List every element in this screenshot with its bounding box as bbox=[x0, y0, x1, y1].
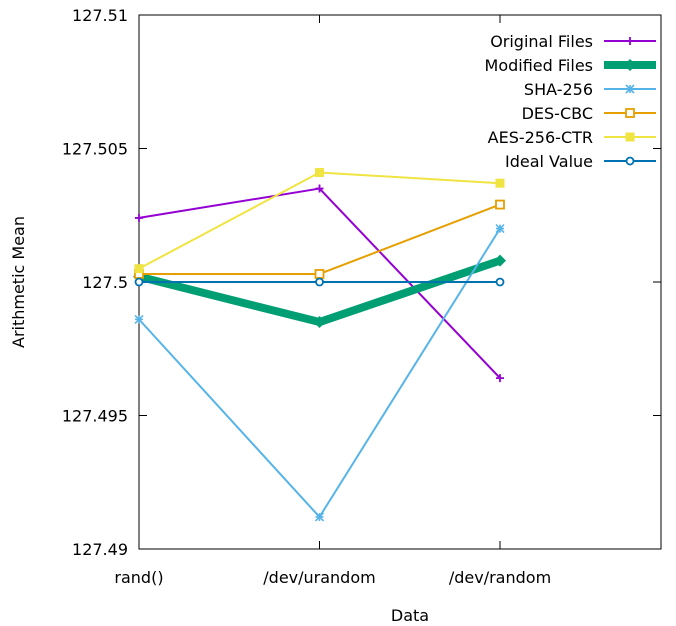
data-point bbox=[495, 178, 505, 188]
data-point bbox=[624, 59, 636, 71]
legend-entry: Original Files bbox=[490, 32, 656, 51]
data-point bbox=[495, 224, 505, 234]
series-original-files bbox=[135, 184, 504, 383]
data-point bbox=[135, 213, 143, 222]
data-point bbox=[625, 108, 635, 118]
data-point bbox=[315, 168, 324, 178]
series-ideal-value bbox=[134, 277, 505, 287]
data-point bbox=[314, 269, 325, 279]
data-point bbox=[496, 374, 504, 383]
data-point bbox=[494, 254, 506, 267]
y-tick-label: 127.505 bbox=[62, 140, 128, 159]
legend-entry: Ideal Value bbox=[505, 152, 656, 171]
data-point bbox=[313, 316, 326, 329]
data-point bbox=[315, 184, 324, 193]
y-tick-label: 127.51 bbox=[72, 6, 128, 25]
data-point bbox=[134, 264, 144, 274]
data-point bbox=[625, 156, 635, 166]
legend-label: Ideal Value bbox=[505, 152, 593, 171]
series-sha-256 bbox=[134, 224, 505, 522]
y-axis-title: Arithmetic Mean bbox=[9, 216, 28, 348]
series-layer bbox=[133, 168, 506, 522]
x-tick-label: rand() bbox=[114, 568, 163, 587]
legend-label: Original Files bbox=[490, 32, 593, 51]
y-tick-label: 127.5 bbox=[82, 273, 128, 292]
x-axis-title: Data bbox=[391, 606, 429, 625]
data-point bbox=[625, 84, 635, 94]
legend: Original Files Modified Files SHA-256 DES-C… bbox=[485, 32, 656, 171]
axis-ticks: 127.49 127.495 127.5 127.505 127.51 rand() /de… bbox=[62, 6, 661, 587]
legend-label: AES-256-CTR bbox=[488, 128, 593, 147]
y-tick-label: 127.49 bbox=[72, 540, 128, 559]
legend-label: Modified Files bbox=[485, 56, 593, 75]
x-tick-label: /dev/random bbox=[449, 568, 551, 587]
series-aes-256-ctr bbox=[134, 168, 505, 274]
data-point bbox=[626, 37, 634, 45]
data-point bbox=[134, 314, 144, 324]
legend-entry: AES-256-CTR bbox=[488, 128, 656, 147]
legend-entry: Modified Files bbox=[485, 56, 656, 75]
x-tick-label: /dev/urandom bbox=[263, 568, 375, 587]
series-des-cbc bbox=[134, 199, 505, 279]
data-point bbox=[315, 277, 324, 287]
data-point bbox=[625, 132, 635, 142]
data-point bbox=[495, 199, 505, 210]
data-point bbox=[314, 512, 325, 522]
data-point bbox=[495, 277, 505, 287]
legend-entry: SHA-256 bbox=[524, 80, 656, 99]
series-modified-files bbox=[133, 254, 506, 329]
y-tick-label: 127.495 bbox=[62, 407, 128, 426]
data-point bbox=[134, 277, 144, 287]
legend-label: SHA-256 bbox=[524, 80, 593, 99]
legend-entry: DES-CBC bbox=[522, 104, 656, 123]
legend-label: DES-CBC bbox=[522, 104, 593, 123]
